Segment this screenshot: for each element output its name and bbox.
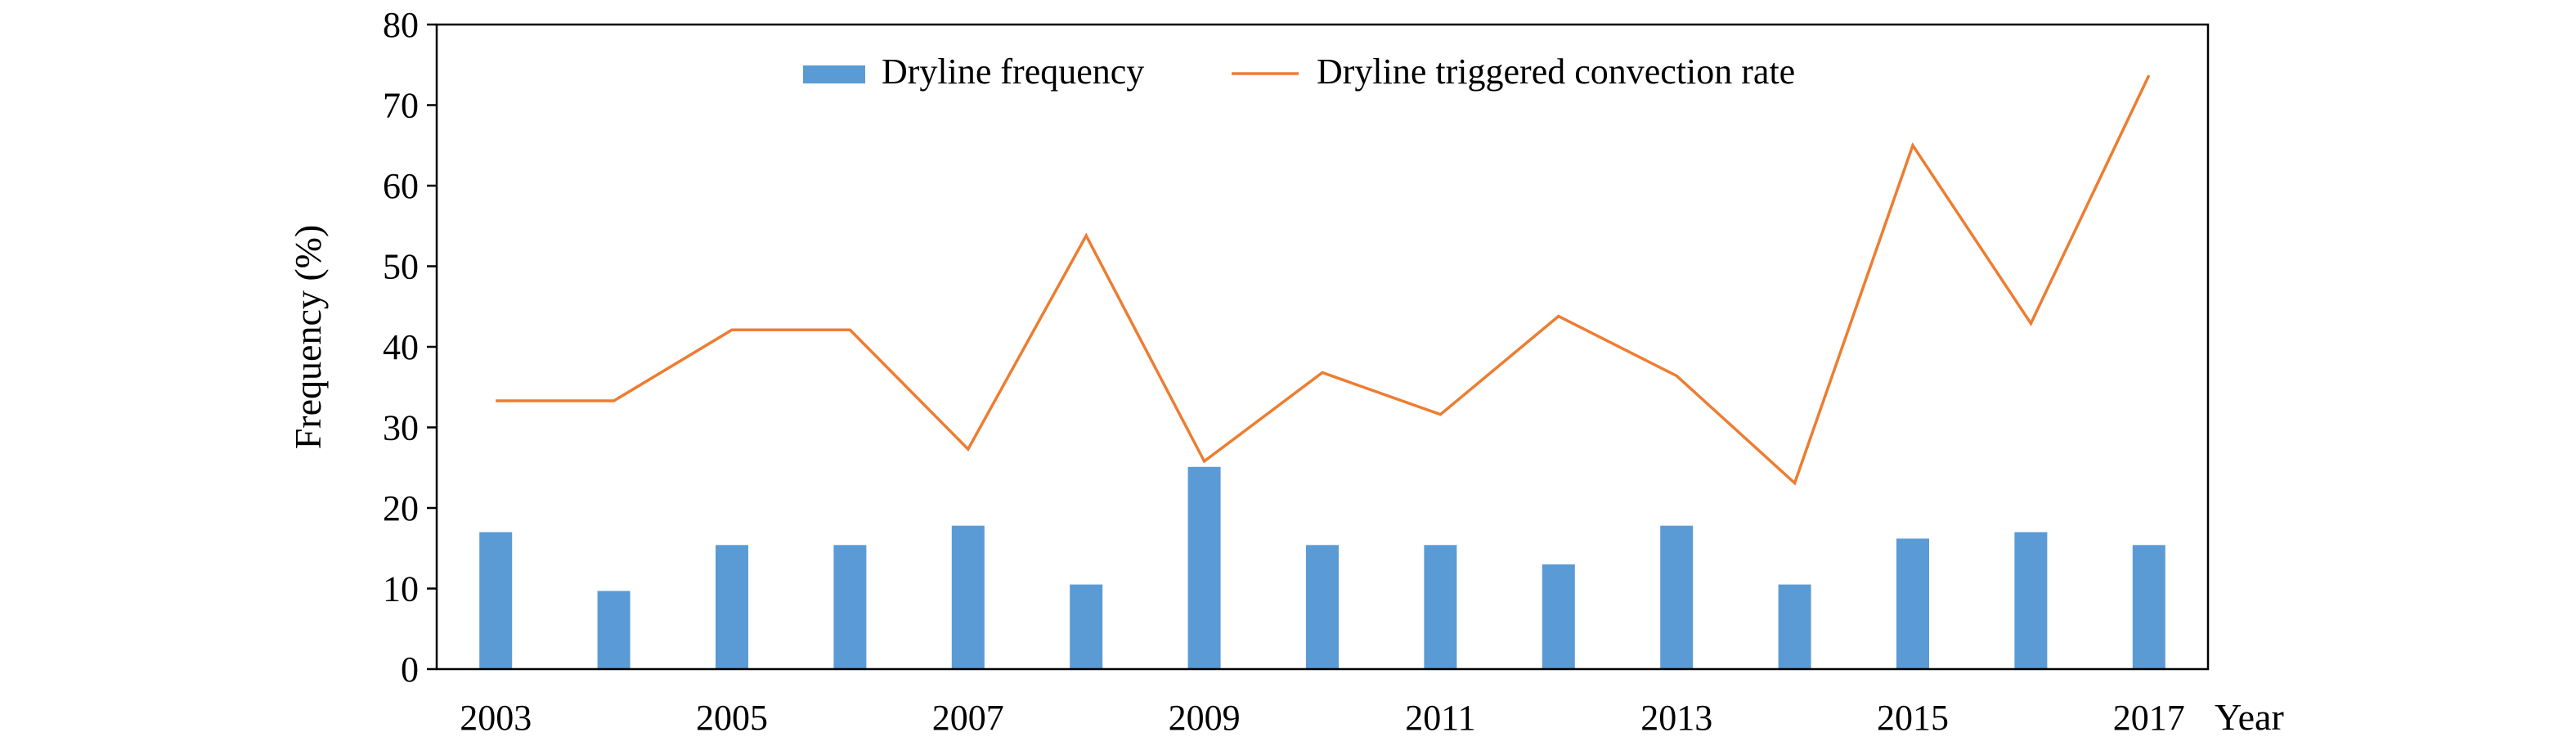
y-tick-label-0: 0 (401, 649, 419, 690)
y-tick-label-60: 60 (383, 166, 419, 206)
x-tick-label-2005: 2005 (696, 698, 768, 738)
bar-2016 (2014, 532, 2048, 669)
y-tick-label-10: 10 (383, 569, 419, 609)
y-tick-label-80: 80 (383, 5, 419, 45)
legend-label-dryline-frequency: Dryline frequency (882, 52, 1144, 92)
bar-2015 (1896, 538, 1929, 669)
x-tick-label-2009: 2009 (1169, 698, 1241, 738)
convection-rate-line (496, 74, 2151, 486)
bar-2009 (1187, 466, 1221, 669)
legend-swatch-dryline-frequency (803, 65, 865, 83)
x-tick-label-2007: 2007 (932, 698, 1004, 738)
axes (427, 23, 2210, 671)
x-tick-label-2011: 2011 (1405, 698, 1475, 738)
x-tick-label-2015: 2015 (1877, 698, 1949, 738)
y-tick-label-30: 30 (383, 408, 419, 448)
y-tick-label-20: 20 (383, 488, 419, 528)
y-tick-label-70: 70 (383, 86, 419, 126)
y-tick-label-40: 40 (383, 327, 419, 367)
tick-labels: 0 10 20 30 40 50 60 70 80 2003 2005 2007 2009 2011 201… (383, 5, 2185, 738)
bar-2004 (597, 591, 631, 669)
bar-2011 (1424, 545, 1457, 669)
line-series-layer (496, 74, 2151, 486)
x-axis-title: Year (2215, 696, 2284, 738)
bar-2017 (2132, 545, 2165, 669)
x-tick-label-2013: 2013 (1640, 698, 1712, 738)
bar-2010 (1306, 545, 1339, 669)
bar-2006 (833, 545, 867, 669)
x-tick-label-2017: 2017 (2113, 698, 2185, 738)
bar-2008 (1070, 584, 1103, 669)
bar-2012 (1542, 564, 1575, 669)
legend-label-convection-rate: Dryline triggered convection rate (1317, 52, 1795, 92)
legend: Dryline frequency Dryline triggered conve… (803, 52, 1795, 92)
x-tick-label-2003: 2003 (460, 698, 532, 738)
y-tick-label-50: 50 (383, 247, 419, 287)
bar-series (479, 466, 2165, 669)
y-axis-title: Frequency (%) (287, 225, 329, 450)
bar-2007 (951, 525, 985, 669)
bar-2005 (716, 545, 748, 669)
bar-2003 (479, 532, 513, 669)
bar-2013 (1660, 525, 1694, 669)
bar-2014 (1778, 584, 1811, 669)
